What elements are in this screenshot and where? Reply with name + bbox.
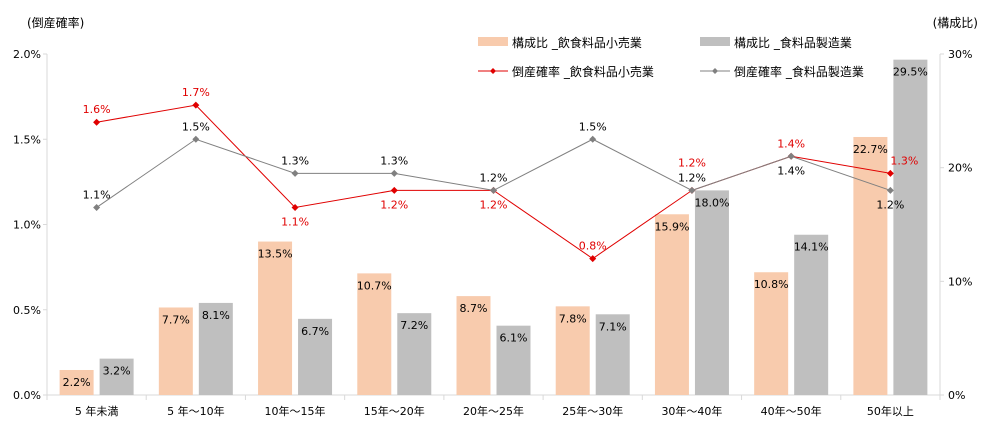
x-tick-label: 15年〜20年 (364, 404, 425, 418)
line-point (291, 203, 299, 211)
x-tick-label: 5 年未満 (75, 404, 119, 418)
line-point (787, 152, 795, 160)
x-tick-label: 30年〜40年 (661, 404, 722, 418)
bar (298, 318, 333, 395)
x-tick-label: 5 年〜10年 (167, 404, 225, 418)
bar-data-label: 2.2% (63, 376, 91, 389)
left-tick-label: 1.0% (13, 219, 41, 232)
x-tick-label: 40年〜50年 (761, 404, 822, 418)
bar-data-label: 7.8% (559, 312, 587, 325)
legend-marker (490, 68, 496, 74)
bar-data-label: 6.7% (301, 325, 329, 338)
bar (198, 302, 233, 395)
line-point (192, 135, 200, 143)
line-data-label: 1.3% (380, 154, 408, 167)
bar (654, 214, 689, 395)
bar (853, 136, 888, 395)
line-data-label: 0.8% (579, 240, 607, 253)
bar-data-label: 29.5% (893, 66, 928, 79)
line-data-label: 1.7% (182, 86, 210, 99)
bar (99, 358, 134, 395)
line-data-label: 1.2% (480, 198, 508, 211)
bar-data-label: 3.2% (103, 365, 131, 378)
bar-data-label: 8.7% (460, 302, 488, 315)
line-point (390, 169, 398, 177)
bar (258, 241, 293, 395)
line-point (688, 186, 696, 194)
line-data-label: 1.4% (777, 137, 805, 150)
right-tick-label: 30% (948, 48, 972, 61)
right-axis-label: (構成比) (933, 16, 978, 30)
legend-label: 構成比 _食料品製造業 (734, 35, 852, 50)
line-point (589, 255, 597, 263)
x-tick-label: 25年〜30年 (562, 404, 623, 418)
line-data-label: 1.2% (876, 198, 904, 211)
bar (158, 307, 193, 395)
line-data-label: 1.3% (281, 154, 309, 167)
bar-data-label: 7.7% (162, 313, 190, 326)
left-tick-label: 0.5% (13, 304, 41, 317)
bar-data-label: 7.2% (400, 319, 428, 332)
line-point (93, 118, 101, 126)
line-data-label: 1.1% (83, 188, 111, 201)
line-point (589, 135, 597, 143)
x-tick-label: 50年以上 (867, 404, 914, 418)
line-data-label: 1.4% (777, 164, 805, 177)
bar (754, 272, 789, 395)
line-data-label: 1.5% (182, 120, 210, 133)
left-axis-label: (倒産確率) (27, 15, 84, 30)
line-point (886, 186, 894, 194)
bar (794, 234, 829, 395)
bar-data-label: 10.7% (357, 279, 392, 292)
bar-data-label: 13.5% (258, 248, 293, 261)
line-point (886, 169, 894, 177)
line-point (291, 169, 299, 177)
line-data-label: 1.2% (480, 171, 508, 184)
line-data-label: 1.2% (380, 198, 408, 211)
legend-label: 構成比 _飲食料品小売業 (512, 35, 642, 50)
bar (456, 296, 491, 395)
line-data-label: 1.2% (678, 156, 706, 169)
bar (59, 369, 94, 395)
bar-data-label: 10.8% (754, 278, 789, 291)
left-tick-label: 1.5% (13, 133, 41, 146)
right-tick-label: 10% (948, 275, 972, 288)
line-point (192, 101, 200, 109)
bar-data-label: 8.1% (202, 309, 230, 322)
bar (555, 306, 590, 395)
line-data-label: 1.6% (83, 103, 111, 116)
bar (893, 59, 928, 395)
bar-data-label: 7.1% (599, 320, 627, 333)
bar-data-label: 22.7% (853, 143, 888, 156)
left-tick-label: 2.0% (13, 48, 41, 61)
bar (694, 190, 729, 395)
line-point (490, 186, 497, 194)
line-data-label: 1.2% (678, 171, 706, 184)
x-tick-label: 10年〜15年 (265, 404, 326, 418)
line-data-label: 1.1% (281, 215, 309, 228)
legend-swatch (478, 37, 508, 46)
line-data-label: 1.3% (890, 154, 918, 167)
right-tick-label: 20% (948, 162, 972, 175)
bar (595, 314, 630, 395)
legend-marker (712, 68, 718, 74)
bar-data-label: 18.0% (694, 196, 729, 209)
right-tick-label: 0% (948, 389, 965, 402)
bar (357, 273, 392, 395)
line-point (390, 186, 398, 194)
left-tick-label: 0.0% (13, 389, 41, 402)
bar (397, 313, 432, 395)
x-tick-label: 20年〜25年 (463, 404, 524, 418)
bar (496, 325, 531, 395)
legend-label: 倒産確率 _食料品製造業 (734, 64, 864, 79)
line-data-label: 1.5% (579, 120, 607, 133)
bar-data-label: 15.9% (654, 220, 689, 233)
bar-data-label: 14.1% (794, 241, 829, 254)
legend-label: 倒産確率 _飲食料品小売業 (512, 64, 654, 79)
legend-swatch (700, 37, 730, 46)
line-point (93, 203, 101, 211)
bar-data-label: 6.1% (500, 332, 528, 345)
